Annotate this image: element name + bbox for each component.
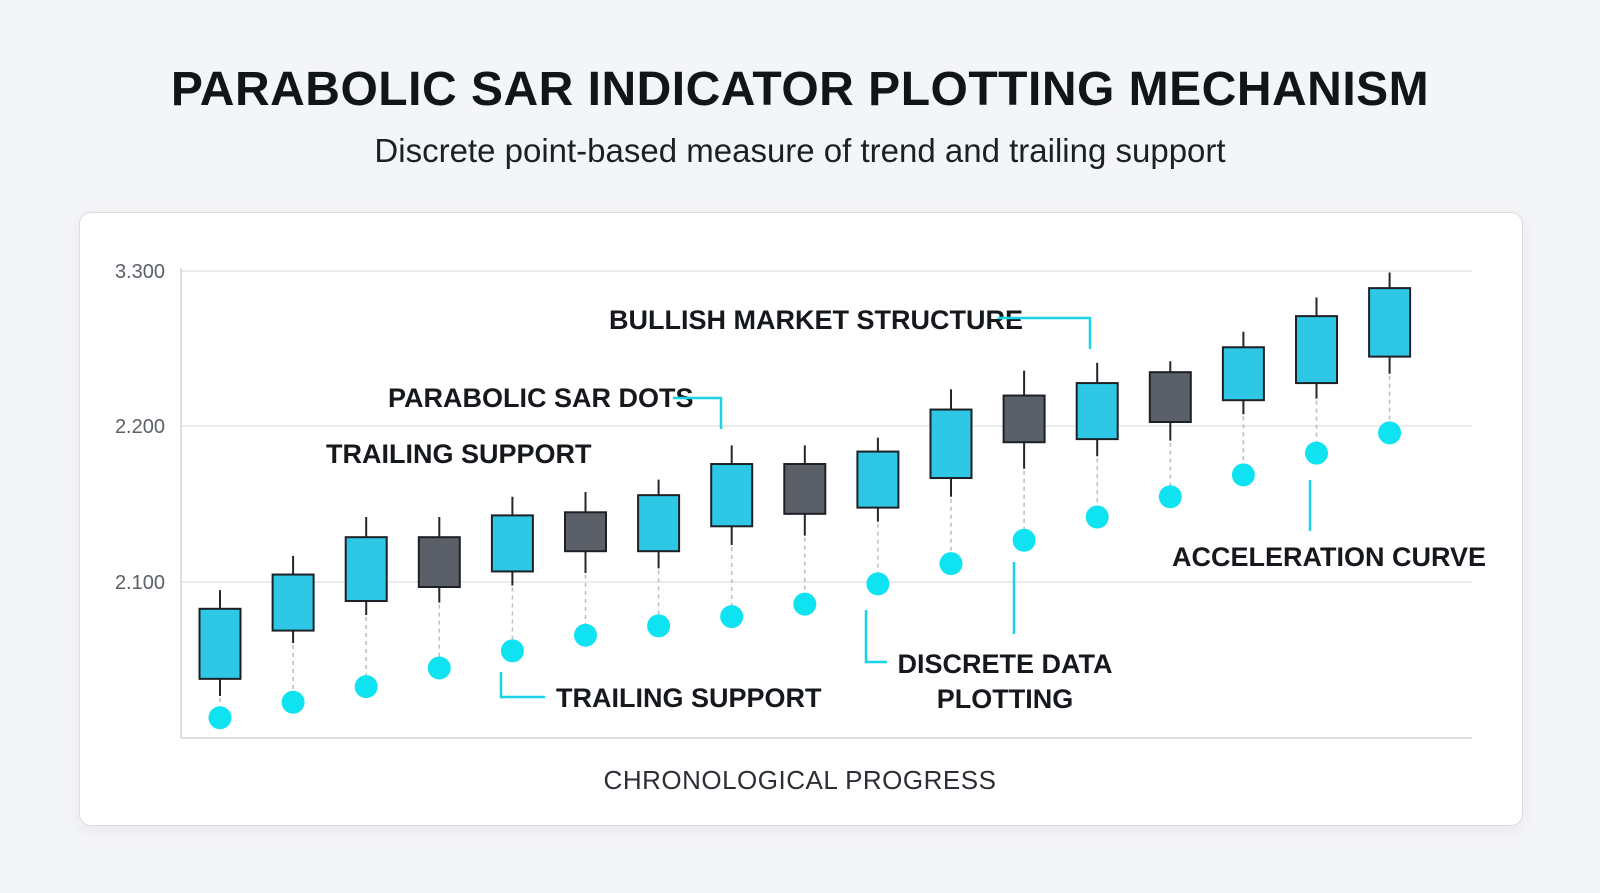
candle-body [929, 408, 973, 480]
bearish-candle [1002, 370, 1046, 469]
candle-body [783, 463, 827, 515]
bullish-candle [271, 555, 315, 644]
bullish-candle [1075, 362, 1119, 457]
x-axis-label: CHRONOLOGICAL PROGRESS [604, 765, 997, 795]
bullish-candle [344, 516, 388, 616]
annotation-discrete-data-leader-left [864, 610, 887, 664]
sar-dot [574, 623, 597, 647]
bullish-candle [929, 389, 973, 497]
sar-dot [500, 639, 524, 663]
sar-dot [1158, 485, 1182, 509]
sar-dot [208, 706, 232, 730]
candle-body [490, 514, 534, 573]
candle-body [637, 494, 681, 553]
candle-body [1075, 382, 1119, 441]
candle-layer [198, 272, 1412, 696]
bullish-candle [490, 496, 534, 586]
sar-connector-layer [219, 375, 1391, 707]
axis-layer [180, 268, 1472, 739]
annotation-trailing-support-leader [499, 672, 545, 699]
bullish-candle [856, 437, 900, 522]
y-tick-label: 3.300 [115, 261, 165, 283]
bullish-candle [198, 590, 242, 696]
candle-body [710, 463, 754, 528]
candle-body [198, 607, 242, 680]
annotation-layer: BULLISH MARKET STRUCTURE PARABOLIC SAR D… [326, 305, 1486, 714]
bearish-candle [564, 492, 607, 573]
sar-dot [939, 552, 963, 576]
sar-dot [866, 572, 890, 596]
bullish-candle [637, 479, 681, 569]
sar-dot [647, 614, 671, 638]
sar-dot [1085, 505, 1109, 529]
bullish-candle [1368, 272, 1412, 374]
chart-card [79, 212, 1523, 826]
candle-body [1221, 346, 1265, 402]
sar-dot [281, 690, 305, 714]
sar-dot [1231, 463, 1255, 487]
candle-body [1002, 394, 1046, 444]
bearish-candle [783, 445, 827, 536]
bullish-candle [1221, 331, 1265, 415]
bullish-candle [1295, 297, 1338, 399]
candle-body [1148, 371, 1192, 423]
annotation-discrete-data-line2: PLOTTING [937, 684, 1074, 714]
sar-dot [354, 675, 378, 699]
page-title: PARABOLIC SAR INDICATOR PLOTTING MECHANI… [170, 63, 1430, 116]
annotation-bullish-market-structure: BULLISH MARKET STRUCTURE [609, 305, 1023, 335]
bullish-candle [710, 445, 754, 545]
sar-dot [793, 592, 817, 616]
bearish-candle [1148, 361, 1192, 441]
annotation-trailing-support-upper: TRAILING SUPPORT [326, 439, 592, 469]
y-tick-label: 2.100 [115, 572, 165, 594]
annotation-parabolic-sar-dots: PARABOLIC SAR DOTS [388, 383, 694, 413]
candle-body [856, 450, 900, 509]
annotation-bullish-leader [998, 316, 1092, 349]
candle-body [564, 511, 607, 553]
candle-body [1368, 287, 1412, 358]
sar-dot [1378, 421, 1402, 445]
candle-body [1295, 315, 1338, 385]
candle-body [271, 573, 315, 632]
sar-dot [427, 656, 451, 680]
annotation-trailing-support-lower: TRAILING SUPPORT [556, 683, 822, 713]
sar-dot [1305, 441, 1328, 465]
sar-dot [1012, 528, 1036, 552]
bearish-candle [417, 516, 461, 603]
annotation-sar-dots-leader [673, 396, 723, 429]
grid-layer: 2.100 2.200 3.300 [115, 261, 1472, 594]
page-subtitle: Discrete point-based measure of trend an… [374, 132, 1226, 169]
candle-body [344, 536, 388, 603]
y-tick-label: 2.200 [115, 416, 165, 438]
annotation-discrete-data-line1: DISCRETE DATA [898, 649, 1113, 679]
annotation-acceleration-curve: ACCELERATION CURVE [1172, 542, 1486, 572]
candle-body [417, 536, 461, 589]
sar-dot-layer [208, 421, 1402, 730]
sar-dot [720, 605, 744, 629]
